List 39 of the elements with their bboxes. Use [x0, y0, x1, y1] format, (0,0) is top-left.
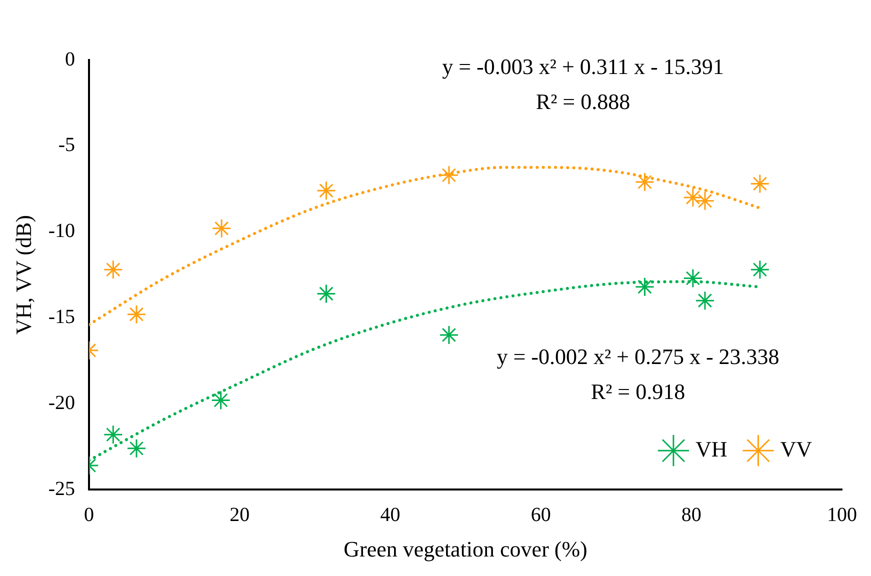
annotation: R² = 0.918 [590, 378, 686, 404]
annotation: y = -0.002 x² + 0.275 x - 23.338 [496, 344, 780, 369]
x-tick-label: 100 [827, 504, 857, 526]
point [439, 325, 459, 345]
y-tick-label: -5 [58, 134, 76, 156]
point [103, 260, 123, 280]
legend-label: VH [695, 436, 728, 462]
point [695, 191, 715, 211]
point [103, 424, 123, 444]
point [634, 172, 654, 192]
y-tick-label: 0 [65, 48, 76, 70]
x-tick-label: 20 [230, 504, 250, 526]
y-tick-label: -10 [48, 220, 76, 242]
point [695, 290, 715, 310]
point [211, 390, 231, 410]
point [316, 284, 336, 304]
y-tick-label: -15 [48, 306, 76, 328]
point [126, 304, 146, 324]
x-tick-label: 0 [84, 504, 94, 526]
y-tick-label: -20 [48, 392, 76, 414]
point [683, 188, 703, 208]
x-tick-label: 60 [530, 504, 551, 526]
point [683, 268, 703, 288]
point [316, 180, 336, 200]
point [212, 218, 232, 238]
x-axis-title: Green vegetation cover (%) [344, 536, 588, 562]
point [634, 277, 654, 297]
legend-label: VV [780, 436, 812, 462]
y-axis-title: VH, VV (dB) [10, 215, 36, 335]
y-tick-label: -25 [48, 478, 76, 500]
x-tick-label: 40 [380, 504, 400, 526]
point [439, 165, 459, 185]
x-tick-label: 80 [681, 504, 702, 526]
point [750, 174, 770, 194]
annotation: R² = 0.888 [536, 88, 630, 114]
point [126, 438, 146, 458]
line-series [89, 166, 761, 326]
point [750, 260, 770, 280]
annotation: y = -0.003 x² + 0.311 x - 15.391 [442, 54, 724, 79]
